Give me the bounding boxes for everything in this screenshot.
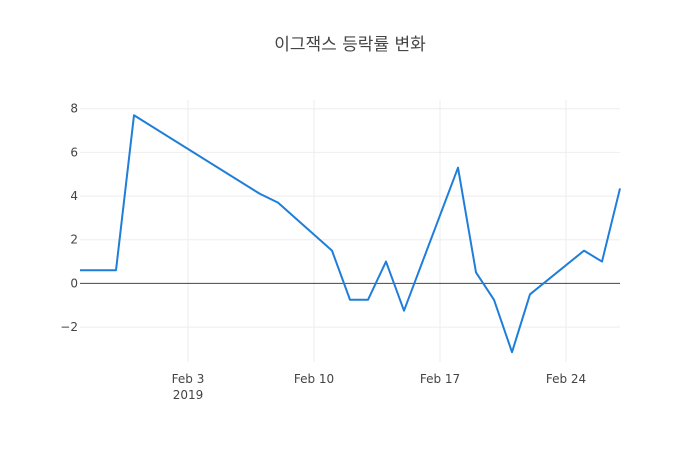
x-tick-label: Feb 17 [420,372,460,386]
y-tick-label: −2 [60,320,78,334]
series-layer [80,114,621,354]
y-tick-label: 8 [70,102,78,116]
y-tick-label: 4 [70,189,78,203]
grid-lines [80,100,620,362]
x-tick-year-label: 2019 [173,388,204,402]
series-line [80,114,621,354]
y-tick-label: 0 [70,276,78,290]
chart-title: 이그잭스 등락률 변화 [274,35,426,55]
x-tick-label: Feb 24 [546,372,586,386]
x-tick-label: Feb 3 [172,372,205,386]
x-tick-label: Feb 10 [294,372,334,386]
y-tick-label: 2 [70,233,78,247]
axes: Feb 3 2019 Feb 10 Feb 17 Feb 24 −2 0 2 4 6 8 [60,102,586,402]
y-tick-label: 6 [70,145,78,159]
